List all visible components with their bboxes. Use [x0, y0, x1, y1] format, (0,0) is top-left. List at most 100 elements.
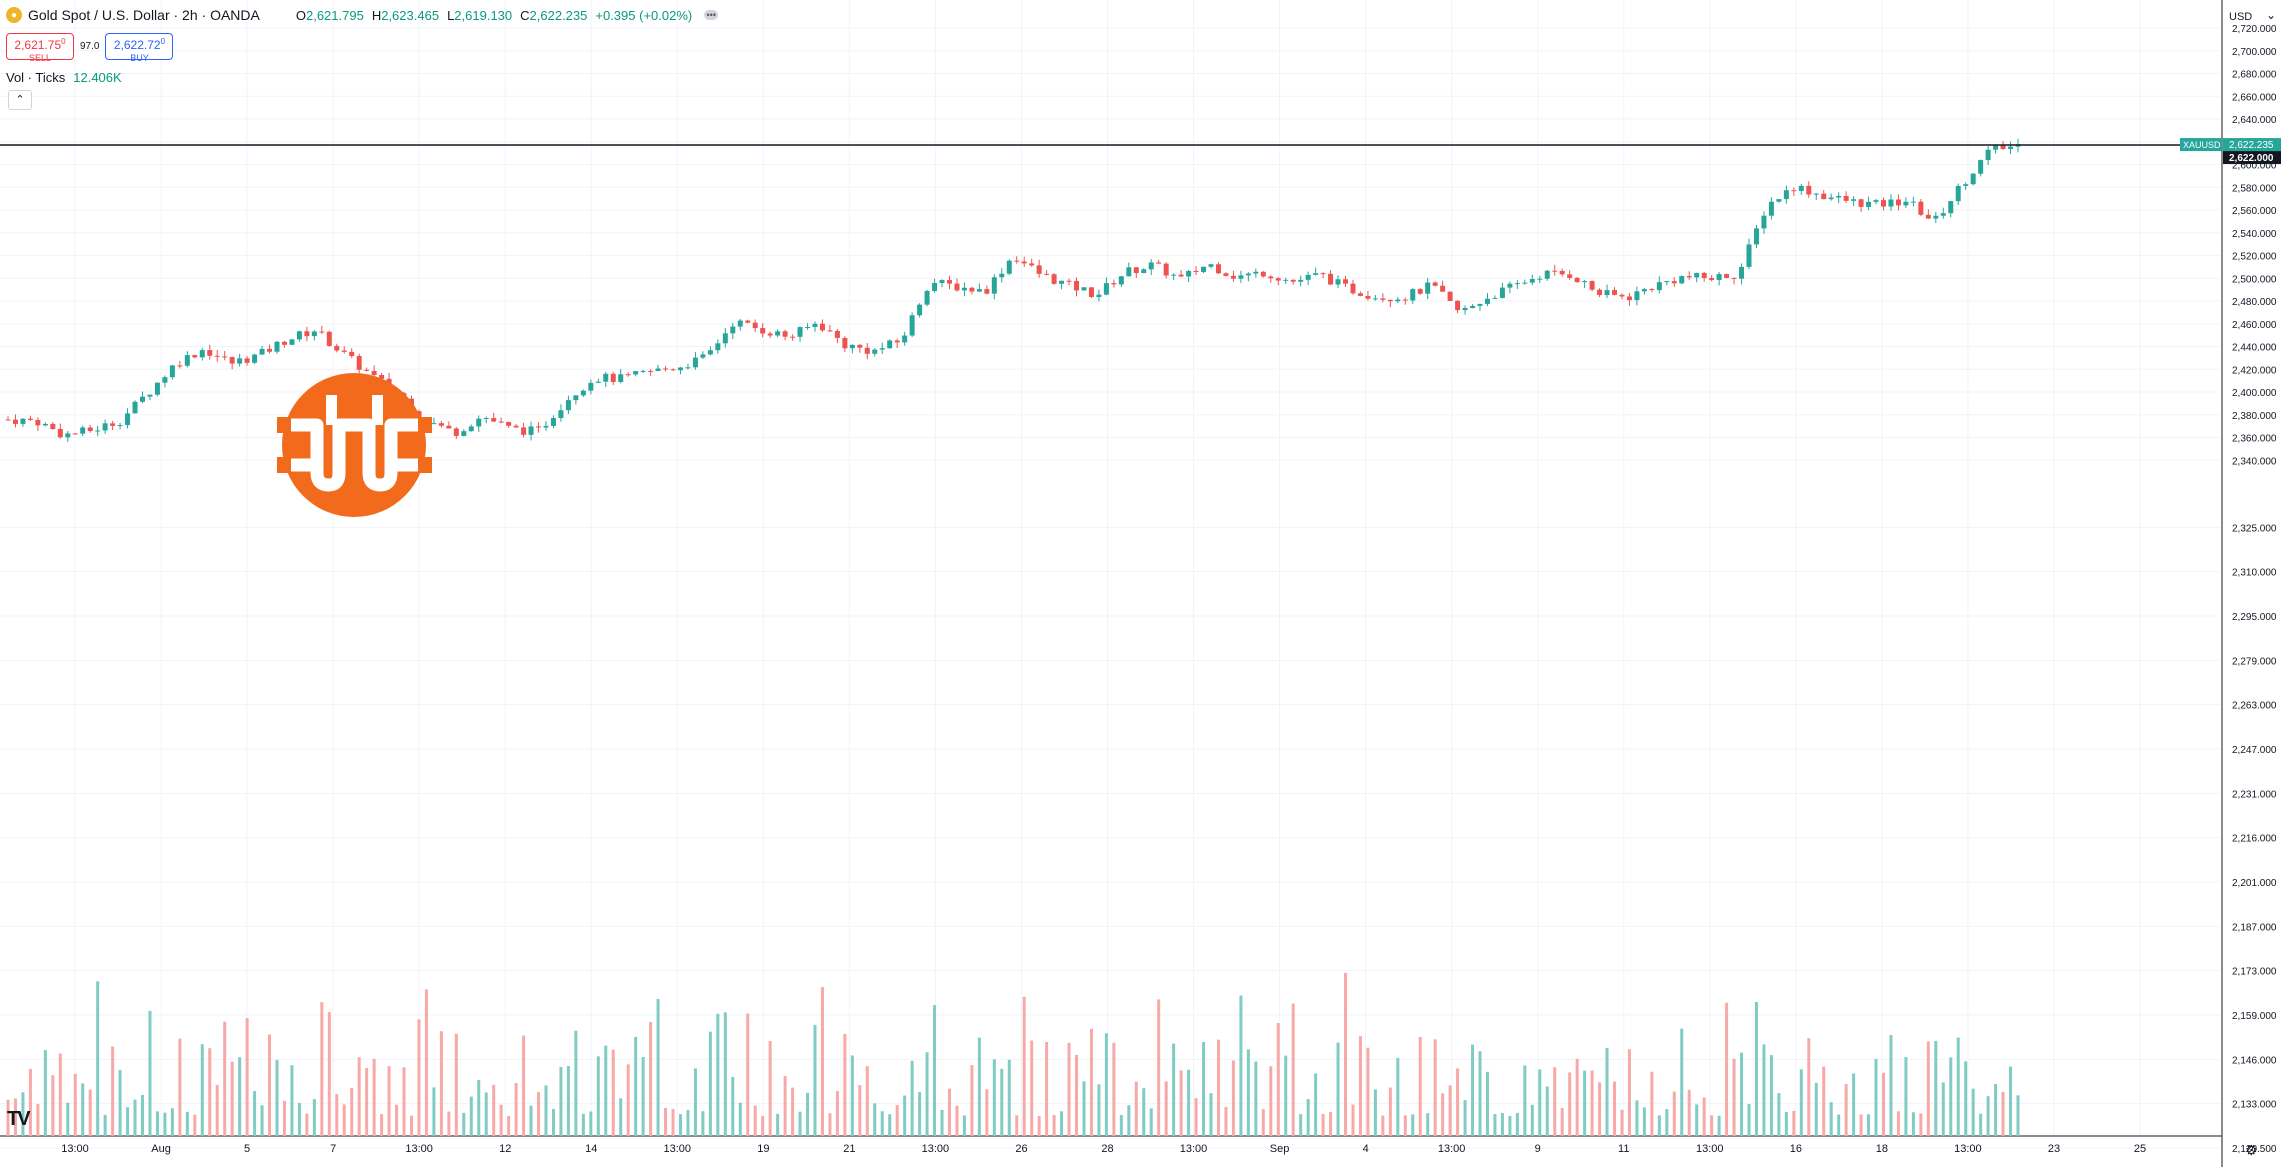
candle-body — [1118, 276, 1124, 285]
candle-body — [1036, 265, 1042, 274]
volume-bar — [828, 1113, 832, 1136]
candle-body — [1641, 289, 1647, 292]
trade-panel: 2,621.750 SELL 97.0 2,622.720 BUY — [6, 33, 174, 63]
volume-bar — [454, 1033, 458, 1136]
volume-bar — [268, 1034, 272, 1136]
candle-body — [1612, 290, 1618, 295]
price-tick-label: 2,216.000 — [2232, 834, 2277, 845]
chevron-down-icon[interactable]: ⌄ — [2266, 8, 2277, 22]
candle-body — [752, 322, 758, 329]
price-tick-label: 2,400.000 — [2232, 388, 2277, 399]
candle-body — [707, 350, 713, 355]
volume-bar — [1463, 1100, 1467, 1136]
candle-body — [1425, 282, 1431, 294]
more-options-icon[interactable]: ••• — [704, 10, 719, 20]
volume-bar — [723, 1012, 727, 1136]
candle-body — [722, 333, 728, 344]
volume-bar — [1889, 1034, 1893, 1136]
volume-bar — [424, 989, 428, 1136]
volume-bar — [559, 1067, 563, 1136]
volume-bar — [880, 1111, 884, 1136]
candle-body — [1507, 283, 1513, 288]
candle-body — [177, 365, 183, 367]
volume-bar — [320, 1002, 324, 1136]
candle-body — [1731, 277, 1737, 279]
candle-body — [543, 425, 549, 428]
last-price-tag: 2,622.235 — [2229, 140, 2274, 151]
volume-bar — [1134, 1081, 1138, 1136]
candle-body — [229, 357, 235, 364]
candle-body — [670, 369, 676, 371]
gear-icon[interactable]: ⚙ — [2245, 1142, 2258, 1158]
candle-body — [252, 354, 258, 363]
candle-body — [969, 287, 975, 292]
volume-bar — [395, 1104, 399, 1136]
candle-body — [991, 277, 997, 294]
volume-bar — [1613, 1081, 1617, 1136]
volume-bar — [1523, 1065, 1527, 1136]
time-tick-label: 13:00 — [664, 1143, 692, 1155]
candle-body — [834, 330, 840, 338]
time-tick-label: 7 — [330, 1143, 336, 1155]
volume-bar — [1075, 1055, 1079, 1136]
time-tick-label: 13:00 — [405, 1143, 433, 1155]
candle-body — [117, 425, 123, 427]
volume-bar — [656, 998, 660, 1136]
buy-button[interactable]: 2,622.720 BUY — [105, 33, 174, 63]
time-tick-label: Aug — [151, 1143, 171, 1155]
volume-bar — [1478, 1051, 1482, 1136]
candle-body — [281, 341, 287, 345]
volume-bar — [1971, 1088, 1975, 1136]
volume-bar — [6, 1099, 10, 1136]
volume-bar — [1530, 1104, 1534, 1136]
volume-bar — [641, 1057, 645, 1136]
volume-bar — [1702, 1097, 1706, 1136]
volume-bar — [1837, 1114, 1841, 1136]
symbol-title[interactable]: Gold Spot / U.S. Dollar · 2h · OANDA — [28, 7, 260, 23]
volume-bar — [962, 1115, 966, 1136]
volume-bar — [66, 1102, 70, 1136]
volume-bar — [1508, 1115, 1512, 1136]
currency-label[interactable]: USD — [2229, 11, 2253, 23]
volume-bar — [245, 1018, 249, 1136]
candle-body — [797, 327, 803, 337]
symbol-header[interactable]: ● Gold Spot / U.S. Dollar · 2h · OANDA O… — [6, 7, 719, 23]
candle-body — [1380, 298, 1386, 300]
volume-bar — [1246, 1049, 1250, 1136]
candle-body — [1798, 185, 1804, 191]
volume-legend[interactable]: Vol · Ticks 12.406K — [6, 70, 122, 85]
candle-body — [745, 320, 751, 323]
candle-body — [618, 374, 624, 382]
candle-body — [1604, 290, 1610, 296]
volume-bar — [1344, 972, 1348, 1136]
time-tick-label: 19 — [757, 1143, 769, 1155]
candle-body — [1828, 197, 1834, 200]
candle-body — [1350, 283, 1356, 294]
candle-body — [1335, 279, 1341, 285]
volume-bar — [238, 1057, 242, 1136]
candle-body — [857, 344, 863, 348]
candle-body — [692, 357, 698, 368]
candle-body — [125, 413, 131, 426]
volume-bar — [537, 1092, 541, 1136]
volume-bar — [1456, 1068, 1460, 1136]
volume-bar — [1859, 1114, 1863, 1136]
candle-body — [42, 423, 48, 426]
volume-bar — [693, 1068, 697, 1136]
tradingview-logo[interactable]: TV — [7, 1108, 31, 1130]
volume-bar — [1202, 1042, 1206, 1136]
volume-bar — [701, 1111, 705, 1136]
sell-button[interactable]: 2,621.750 SELL — [6, 33, 74, 63]
candle-body — [453, 428, 459, 436]
volume-bar — [1553, 1067, 1557, 1136]
volume-bar — [1336, 1042, 1340, 1136]
candle-body — [924, 290, 930, 305]
time-tick-label: 14 — [585, 1143, 597, 1155]
collapse-legend-button[interactable]: ⌃ — [8, 90, 32, 110]
candle-body — [1133, 267, 1139, 274]
volume-bar — [731, 1076, 735, 1136]
volume-bar — [1179, 1070, 1183, 1136]
candle-body — [1963, 184, 1969, 186]
time-tick-label: 25 — [2134, 1143, 2146, 1155]
